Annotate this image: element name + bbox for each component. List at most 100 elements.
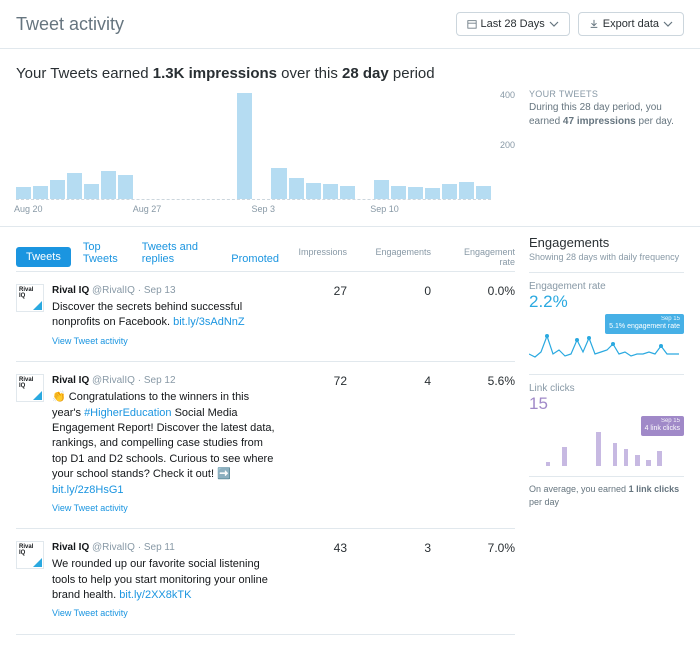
col-engagements: Engagements	[375, 247, 431, 267]
engagement-rate-label: Engagement rate	[529, 281, 684, 292]
summary-sentence: Your Tweets earned 1.3K impressions over…	[0, 49, 700, 88]
tweet-stats: 2700.0%	[291, 284, 515, 349]
spark-dot	[659, 344, 663, 348]
export-button[interactable]: Export data	[578, 12, 684, 36]
tweet-body: Rival IQ @RivalIQ · Sep 13 Discover the s…	[52, 284, 275, 349]
chart-bar[interactable]	[476, 186, 491, 199]
chart-bar[interactable]	[33, 186, 48, 199]
tabs-bar: Tweets Top Tweets Tweets and replies Promot…	[16, 235, 515, 272]
chart-bar[interactable]	[50, 180, 65, 199]
export-label: Export data	[603, 18, 659, 30]
chart-row: 400 200 Aug 20Aug 27Sep 3Sep 10 YOUR TWE…	[0, 88, 700, 226]
engagements-subtitle: Showing 28 days with daily frequency	[529, 252, 684, 262]
tweet-body: Rival IQ @RivalIQ · Sep 11 We rounded up …	[52, 541, 275, 622]
link-click-bar[interactable]	[546, 462, 551, 466]
chart-bar[interactable]	[323, 184, 338, 199]
engagements-title: Engagements	[529, 235, 684, 250]
view-tweet-activity[interactable]: View Tweet activity	[52, 607, 128, 620]
link-click-bar[interactable]	[635, 455, 640, 466]
tweet-row[interactable]: Rival IQ @RivalIQ · Sep 13 Discover the s…	[16, 272, 515, 362]
stat-impressions: 43	[291, 541, 347, 622]
tweet-text: Discover the secrets behind successful n…	[52, 300, 275, 331]
tweet-meta: Rival IQ @RivalIQ · Sep 13	[52, 284, 275, 298]
link-clicks-chart: Sep 15 4 link clicks	[529, 416, 684, 466]
view-tweet-activity[interactable]: View Tweet activity	[52, 335, 128, 348]
chart-bar[interactable]	[271, 168, 286, 199]
tab-promoted[interactable]: Promoted	[231, 247, 279, 271]
link-click-bar[interactable]	[596, 432, 601, 466]
spark-dot	[545, 334, 549, 338]
chart-bar[interactable]	[442, 184, 457, 199]
col-impressions: Impressions	[291, 247, 347, 267]
side-title: YOUR TWEETS	[529, 88, 684, 101]
tab-tweets[interactable]: Tweets	[16, 247, 71, 267]
chart-bar[interactable]	[289, 178, 304, 199]
chevron-down-icon	[549, 19, 559, 29]
calendar-icon	[467, 19, 477, 29]
chart-xlabels: Aug 20Aug 27Sep 3Sep 10	[16, 204, 491, 218]
chart-bar[interactable]	[118, 175, 133, 199]
tweet-body: Rival IQ @RivalIQ · Sep 12👏 Congratulati…	[52, 374, 275, 516]
content-row: Tweets Top Tweets Tweets and replies Promot…	[0, 226, 700, 651]
tweet-link[interactable]: bit.ly/2XX8kTK	[119, 589, 191, 601]
hashtag[interactable]: #HigherEducation	[84, 407, 171, 419]
tweets-column: Tweets Top Tweets Tweets and replies Promot…	[16, 235, 515, 635]
link-click-bar[interactable]	[657, 451, 662, 466]
date-range-button[interactable]: Last 28 Days	[456, 12, 570, 36]
chart-bar[interactable]	[408, 187, 423, 199]
summary-mid: over this	[277, 65, 342, 82]
tweet-list: Rival IQ @RivalIQ · Sep 13 Discover the s…	[16, 272, 515, 635]
sparkline-svg	[529, 324, 684, 364]
chart-xlabel: Sep 3	[252, 204, 276, 214]
chart-bar[interactable]	[459, 182, 474, 199]
chart-bar[interactable]	[425, 188, 440, 199]
chart-bar[interactable]	[84, 184, 99, 199]
tab-top-tweets[interactable]: Top Tweets	[83, 235, 130, 271]
ytick-200: 200	[500, 140, 515, 150]
chart-xlabel: Aug 20	[14, 204, 43, 214]
summary-impressions: 1.3K impressions	[153, 65, 277, 82]
link-click-bar[interactable]	[646, 460, 651, 466]
link-click-bar[interactable]	[624, 449, 629, 466]
engagement-rate-block: Engagement rate 2.2% Sep 15 5.1% engagem…	[529, 272, 684, 368]
tweet-text: We rounded up our favorite social listen…	[52, 557, 275, 603]
stat-impressions: 72	[291, 374, 347, 516]
tweet-stats: 7245.6%	[291, 374, 515, 516]
tweet-row[interactable]: Rival IQ @RivalIQ · Sep 11 We rounded up …	[16, 529, 515, 635]
chart-xlabel: Sep 10	[370, 204, 399, 214]
engagements-column: Engagements Showing 28 days with daily f…	[529, 235, 684, 635]
stat-engagements: 4	[375, 374, 431, 516]
tweet-row[interactable]: Rival IQ @RivalIQ · Sep 12👏 Congratulati…	[16, 362, 515, 529]
summary-suffix: period	[389, 65, 435, 82]
link-click-bar[interactable]	[613, 443, 618, 466]
chart-side-summary: YOUR TWEETS During this 28 day period, y…	[529, 88, 684, 218]
avatar	[16, 284, 44, 312]
tweet-link[interactable]: bit.ly/2z8HsG1	[52, 484, 124, 496]
tweet-meta: Rival IQ @RivalIQ · Sep 11	[52, 541, 275, 555]
chart-bar[interactable]	[340, 186, 355, 199]
link-clicks-block: Link clicks 15 Sep 15 4 link clicks	[529, 374, 684, 470]
chart-bar[interactable]	[101, 171, 116, 199]
tweet-meta: Rival IQ @RivalIQ · Sep 12	[52, 374, 275, 388]
date-range-label: Last 28 Days	[481, 18, 545, 30]
tweet-link[interactable]: bit.ly/3sAdNnZ	[173, 316, 245, 328]
summary-period: 28 day	[342, 65, 389, 82]
stat-engagements: 0	[375, 284, 431, 349]
ytick-400: 400	[500, 90, 515, 100]
avatar	[16, 541, 44, 569]
link-clicks-label: Link clicks	[529, 383, 684, 394]
chart-bar[interactable]	[391, 186, 406, 199]
chart-bars	[16, 92, 491, 200]
spark-dot	[611, 342, 615, 346]
chart-bar[interactable]	[16, 187, 31, 199]
col-rate: Engagement rate	[459, 247, 515, 267]
chart-bar[interactable]	[237, 93, 252, 199]
chart-bar[interactable]	[67, 173, 82, 199]
stat-rate: 7.0%	[459, 541, 515, 622]
tab-tweets-and-replies[interactable]: Tweets and replies	[142, 235, 220, 271]
chart-bar[interactable]	[374, 180, 389, 199]
link-click-bar[interactable]	[562, 447, 567, 466]
engagement-rate-sparkline: Sep 15 5.1% engagement rate	[529, 314, 684, 364]
view-tweet-activity[interactable]: View Tweet activity	[52, 502, 128, 515]
chart-bar[interactable]	[306, 183, 321, 199]
